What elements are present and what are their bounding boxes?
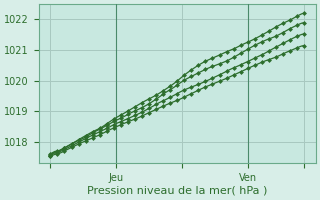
X-axis label: Pression niveau de la mer( hPa ): Pression niveau de la mer( hPa ) [87, 186, 268, 196]
